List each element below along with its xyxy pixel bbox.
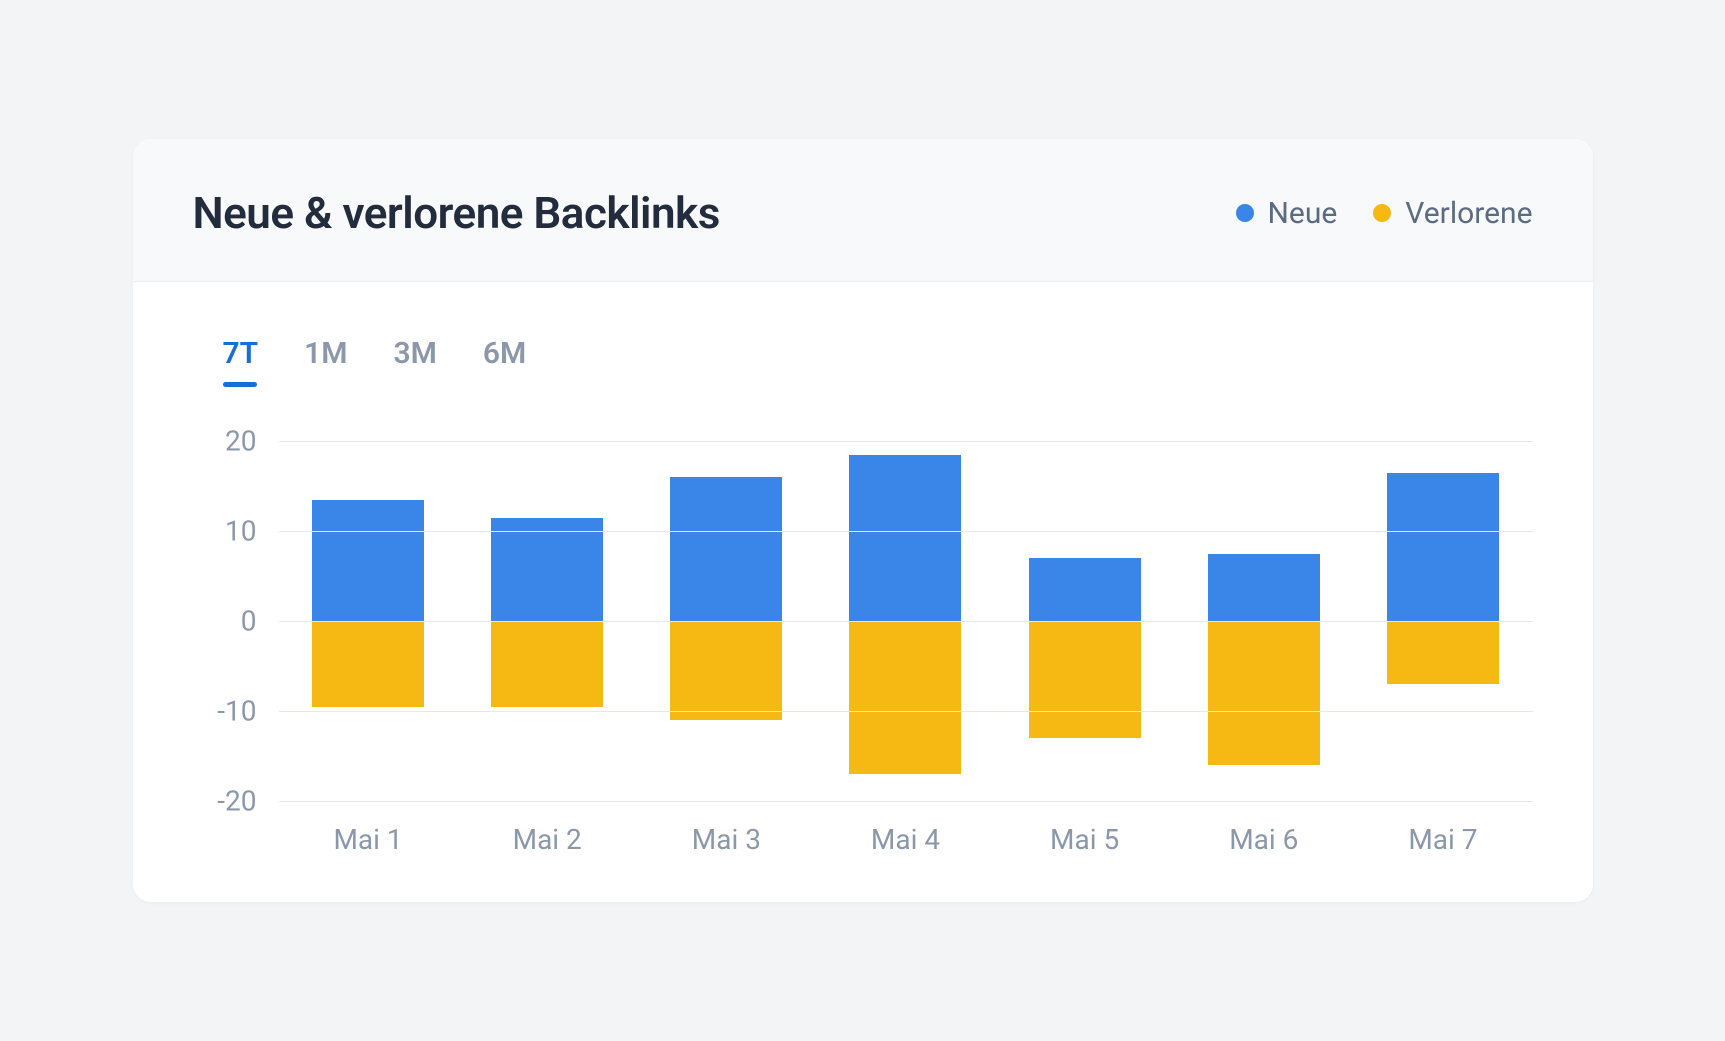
range-tab-7t[interactable]: 7T — [223, 336, 259, 385]
legend-marker-icon — [1373, 204, 1391, 222]
legend-item-neue: Neue — [1236, 196, 1338, 231]
bar-verlorene — [670, 621, 782, 720]
legend-item-verlorene: Verlorene — [1373, 196, 1532, 231]
bar-verlorene — [491, 621, 603, 707]
x-tick-label: Mai 5 — [995, 823, 1174, 856]
x-tick-label: Mai 6 — [1174, 823, 1353, 856]
chart-plot: Mai 1Mai 2Mai 3Mai 4Mai 5Mai 6Mai 7 — [279, 441, 1533, 856]
bar-neue — [1208, 554, 1320, 622]
bar-verlorene — [312, 621, 424, 707]
gridline — [279, 441, 1533, 442]
gridline — [279, 531, 1533, 532]
chart: 20100-10-20 Mai 1Mai 2Mai 3Mai 4Mai 5Mai… — [193, 441, 1533, 856]
gridline — [279, 621, 1533, 622]
y-tick-label: 0 — [241, 605, 257, 638]
legend-label: Neue — [1268, 196, 1338, 231]
range-tabs: 7T 1M 3M 6M — [223, 336, 1533, 385]
gridline — [279, 801, 1533, 802]
x-tick-label: Mai 7 — [1353, 823, 1532, 856]
legend-marker-icon — [1236, 204, 1254, 222]
y-tick-label: 10 — [225, 515, 256, 548]
bar-neue — [1387, 473, 1499, 622]
bar-verlorene — [1387, 621, 1499, 684]
y-tick-label: -20 — [217, 785, 256, 818]
x-tick-label: Mai 3 — [637, 823, 816, 856]
bar-neue — [1029, 558, 1141, 621]
bar-neue — [849, 455, 961, 622]
x-tick-label: Mai 2 — [458, 823, 637, 856]
x-tick-label: Mai 1 — [279, 823, 458, 856]
bar-verlorene — [1029, 621, 1141, 738]
card-body: 7T1M3M6M 20100-10-20 Mai 1Mai 2Mai 3Mai … — [133, 282, 1593, 902]
y-axis: 20100-10-20 — [193, 441, 279, 801]
range-tab-1m[interactable]: 1M — [304, 336, 347, 385]
y-tick-label: -10 — [217, 695, 256, 728]
gridline — [279, 711, 1533, 712]
bar-neue — [670, 477, 782, 621]
bar-verlorene — [849, 621, 961, 774]
x-tick-label: Mai 4 — [816, 823, 995, 856]
backlinks-card: Neue & verlorene Backlinks Neue Verlorene… — [133, 139, 1593, 902]
bar-verlorene — [1208, 621, 1320, 765]
bar-neue — [312, 500, 424, 622]
card-title: Neue & verlorene Backlinks — [193, 187, 720, 239]
y-tick-label: 20 — [225, 425, 256, 458]
chart-legend: Neue Verlorene — [1236, 196, 1533, 231]
plot-area — [279, 441, 1533, 801]
range-tab-6m[interactable]: 6M — [483, 336, 526, 385]
x-axis: Mai 1Mai 2Mai 3Mai 4Mai 5Mai 6Mai 7 — [279, 823, 1533, 856]
bar-neue — [491, 518, 603, 622]
range-tab-3m[interactable]: 3M — [393, 336, 436, 385]
legend-label: Verlorene — [1405, 196, 1532, 231]
card-header: Neue & verlorene Backlinks Neue Verlorene — [133, 139, 1593, 282]
